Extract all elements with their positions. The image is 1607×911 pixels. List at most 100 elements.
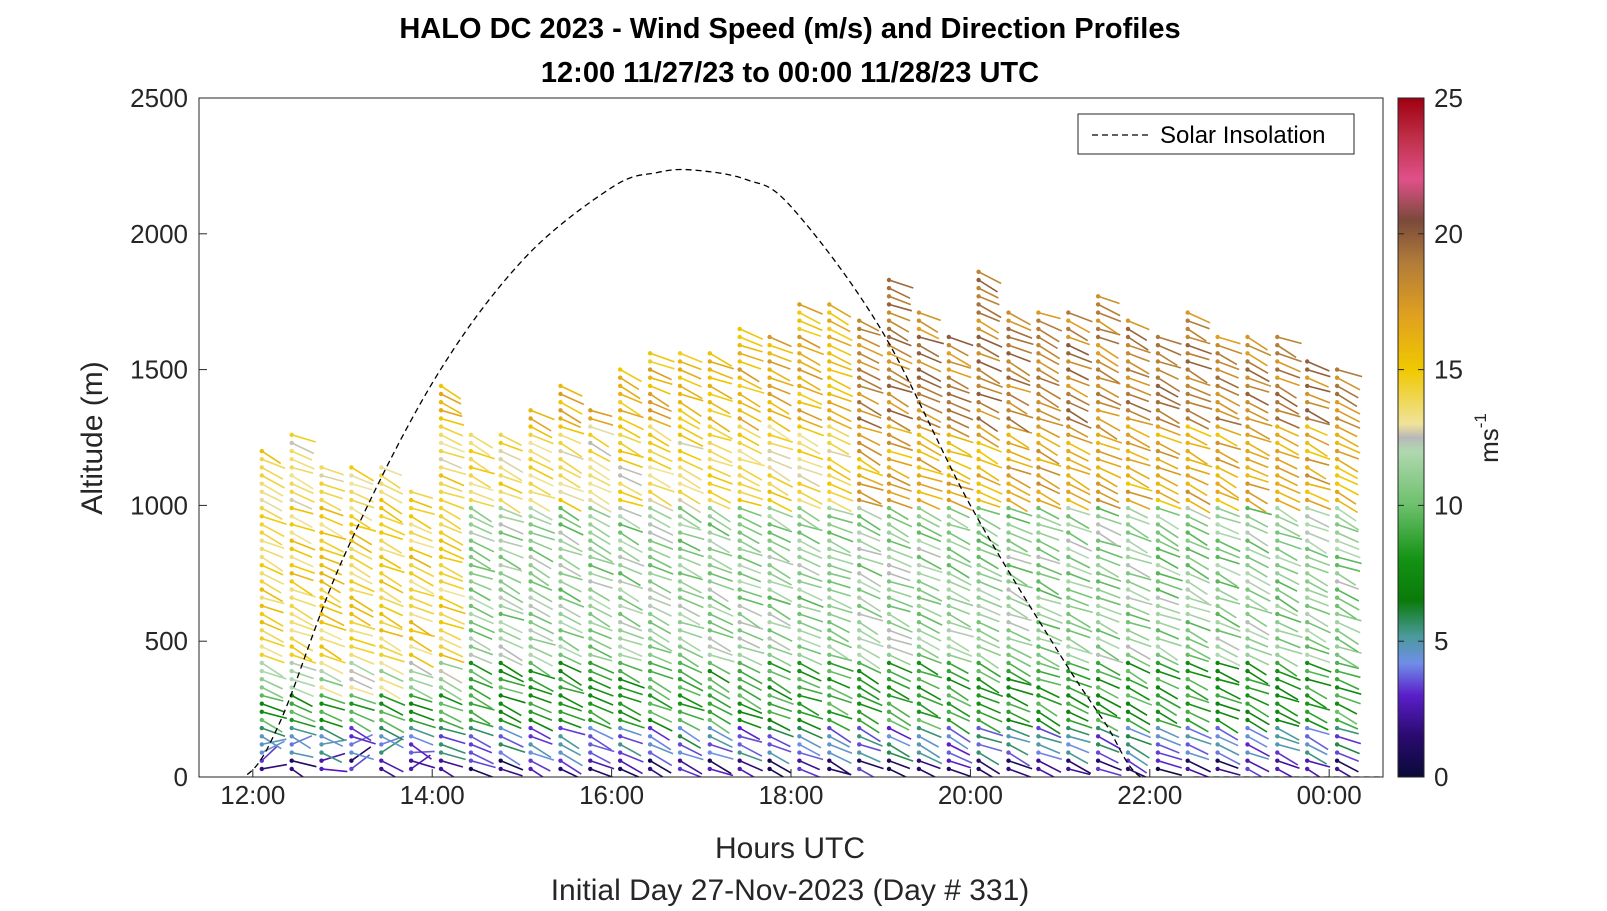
wind-barb-point: [677, 400, 683, 405]
wind-barb-point: [1155, 725, 1161, 731]
wind-barb-point: [349, 489, 354, 494]
wind-barb-point: [1215, 758, 1220, 763]
wind-barb-point: [1305, 481, 1310, 486]
wind-barb-point: [1066, 359, 1071, 364]
wind-barb-point: [857, 554, 862, 560]
wind-barb: [440, 564, 464, 578]
wind-barb-point: [1125, 644, 1131, 649]
wind-barb-point: [647, 668, 653, 674]
wind-barb-point: [857, 636, 862, 641]
wind-barb-point: [1275, 400, 1280, 405]
wind-barb-point: [827, 367, 832, 372]
wind-barb-point: [1155, 514, 1161, 519]
wind-barb: [321, 556, 344, 566]
wind-barb: [948, 377, 969, 390]
wind-barb: [440, 686, 463, 701]
wind-barb: [829, 556, 854, 565]
wind-barb-point: [1245, 563, 1250, 568]
wind-barb-point: [1334, 595, 1340, 600]
wind-barb: [978, 303, 1002, 319]
wind-barb: [1067, 409, 1089, 424]
wind-barb-point: [558, 505, 563, 511]
wind-barb-point: [1036, 416, 1041, 421]
wind-barb-point: [1275, 457, 1280, 462]
wind-barb-point: [1125, 481, 1131, 486]
wind-barb-point: [886, 546, 892, 552]
wind-barb: [1038, 768, 1056, 777]
wind-barb: [799, 385, 824, 396]
wind-barb: [918, 450, 940, 462]
wind-barb: [530, 768, 545, 777]
wind-barb-point: [1036, 668, 1041, 674]
wind-barb: [978, 621, 1000, 633]
wind-barb: [261, 548, 284, 559]
wind-barb: [1187, 434, 1208, 446]
wind-barb: [799, 491, 823, 505]
wind-barb-point: [319, 465, 324, 470]
wind-barb-point: [319, 725, 324, 731]
wind-barb-point: [857, 408, 862, 413]
wind-barb-point: [1036, 432, 1041, 437]
wind-barb-point: [1066, 611, 1071, 617]
wind-barb-point: [1334, 725, 1340, 731]
wind-barb-point: [468, 571, 474, 576]
wind-barb: [679, 523, 702, 531]
wind-barb-point: [886, 505, 892, 511]
wind-barb-point: [289, 473, 294, 478]
wind-barb: [709, 760, 732, 775]
wind-barb-point: [259, 677, 264, 682]
wind-barb-point: [408, 497, 414, 503]
wind-barb: [1187, 580, 1208, 596]
wind-barb-point: [797, 628, 802, 633]
wind-barb-point: [438, 750, 444, 755]
wind-barb: [1097, 336, 1120, 345]
wind-barb-point: [319, 611, 324, 617]
wind-barb-point: [408, 554, 414, 560]
wind-barb: [381, 621, 403, 631]
wind-barb-point: [319, 538, 324, 543]
wind-barb-point: [528, 440, 533, 446]
wind-barb: [560, 621, 583, 634]
wind-barb: [321, 678, 344, 687]
wind-barb-point: [677, 530, 683, 535]
wind-barb-point: [857, 318, 862, 323]
wind-barb: [858, 637, 884, 648]
wind-barb-point: [767, 603, 772, 609]
wind-barb: [381, 531, 403, 541]
wind-barb: [589, 727, 614, 740]
wind-barb-point: [618, 709, 623, 714]
wind-barb: [769, 466, 791, 482]
wind-barb-point: [1066, 595, 1071, 600]
wind-barb: [1187, 621, 1211, 632]
wind-barb: [709, 458, 733, 467]
wind-barb-point: [1275, 734, 1280, 739]
wind-barb-point: [1006, 391, 1011, 397]
wind-barb: [1067, 320, 1091, 334]
wind-barb: [291, 605, 314, 620]
wind-barb: [1336, 442, 1361, 454]
wind-barb: [560, 719, 582, 729]
wind-barb: [858, 466, 884, 477]
wind-barb: [829, 491, 854, 502]
wind-barb-point: [618, 717, 623, 723]
wind-barb: [1008, 556, 1032, 565]
wind-barb-point: [1066, 408, 1071, 413]
wind-barb: [1336, 605, 1357, 620]
wind-barb-point: [1095, 489, 1101, 494]
wind-barb-point: [797, 717, 802, 723]
wind-barb: [978, 360, 1003, 373]
wind-barb-point: [857, 334, 862, 340]
wind-barb-point: [767, 717, 772, 723]
wind-barb-point: [1095, 473, 1101, 478]
wind-barb-point: [349, 505, 354, 511]
wind-barb: [1247, 727, 1269, 740]
wind-barb: [1276, 474, 1299, 487]
wind-barb-point: [767, 391, 772, 397]
wind-barb-point: [1215, 725, 1220, 731]
wind-barb-point: [618, 448, 623, 454]
wind-barb-point: [528, 758, 533, 763]
wind-barb-point: [468, 505, 474, 511]
wind-barb: [1127, 442, 1152, 452]
wind-barb-point: [1305, 668, 1310, 674]
wind-barb: [1038, 645, 1060, 655]
